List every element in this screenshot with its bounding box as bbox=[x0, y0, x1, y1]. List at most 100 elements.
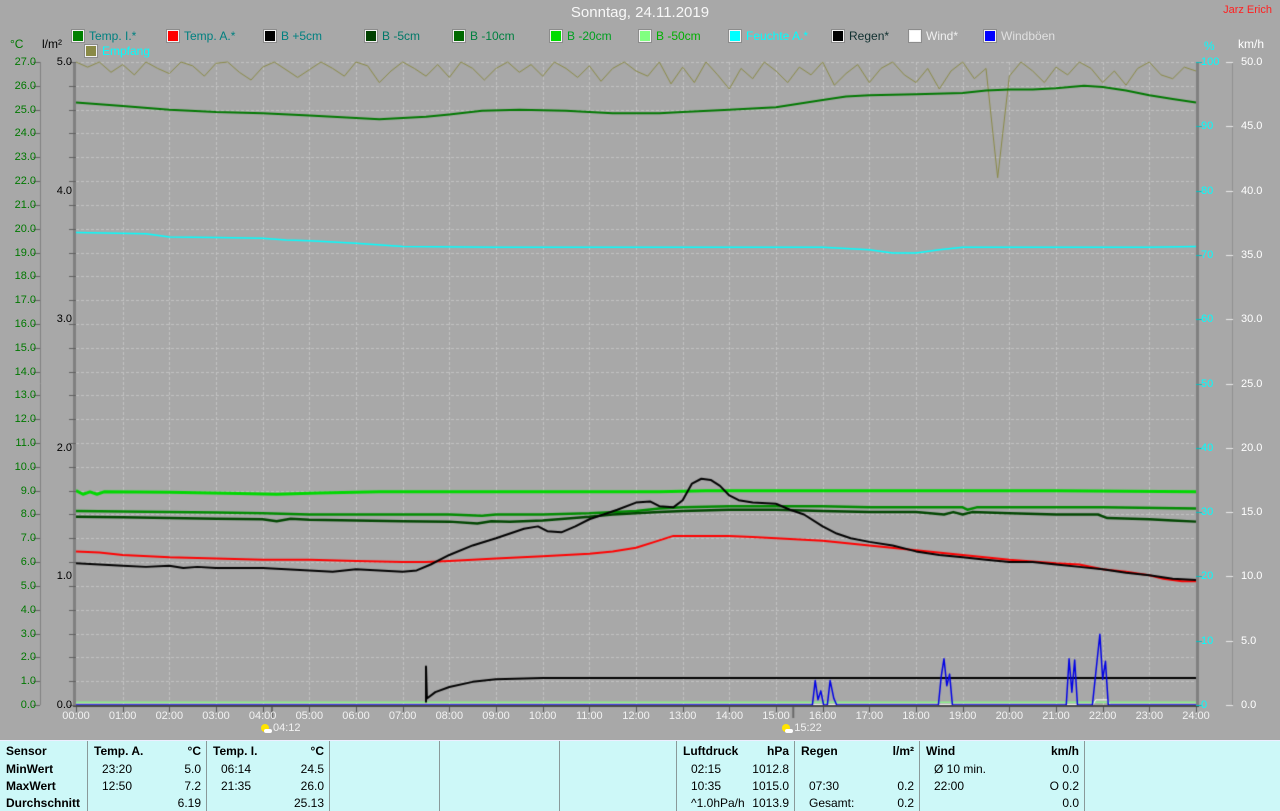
legend-item-label: Temp. A.* bbox=[184, 29, 236, 43]
time-label: 12:00 bbox=[622, 710, 650, 722]
tick-label: 0.0 bbox=[56, 699, 72, 711]
tick-label: 2.0 bbox=[56, 441, 72, 454]
tick-label: 0 bbox=[1201, 699, 1208, 711]
tick-label: 50.0 bbox=[1241, 56, 1263, 68]
legend-swatch-icon bbox=[72, 30, 84, 42]
stats-column-regen: Regen l/m² 07:30 0.2 Gesamt: 0.2 bbox=[795, 741, 920, 811]
legend-item-label: Temp. I.* bbox=[89, 29, 137, 43]
legend-swatch-icon bbox=[365, 30, 377, 42]
stats-cell-value: 1015.0 bbox=[752, 778, 789, 793]
time-label: 15:00 bbox=[762, 710, 790, 722]
stats-row-label: Sensor bbox=[6, 743, 47, 758]
tick-label: 24.0 bbox=[14, 127, 36, 140]
sunset-marker: 15:22 bbox=[781, 722, 822, 734]
weather-chart-canvas bbox=[0, 0, 1280, 740]
stats-cell-value: 24.5 bbox=[300, 761, 324, 776]
tick-label: 23.0 bbox=[14, 151, 36, 164]
tick-label: 1.0 bbox=[20, 675, 36, 688]
tick-label: 20.0 bbox=[14, 222, 36, 235]
legend-item-label: B -50cm bbox=[656, 29, 701, 43]
stats-column-empty bbox=[560, 741, 677, 811]
sunrise-time-label: 04:12 bbox=[273, 722, 301, 734]
tick-label: 25.0 bbox=[1241, 377, 1263, 390]
tick-label: 13.0 bbox=[14, 389, 36, 402]
stats-column-luftdruck: Luftdruck hPa 02:15 1012.8 10:35 1015.0 ^1.0hP… bbox=[677, 741, 795, 811]
stats-cell-time: 12:50 bbox=[102, 778, 133, 793]
sunrise-marker: 04:12 bbox=[260, 722, 301, 734]
sunset-sun-icon bbox=[781, 722, 794, 734]
tick-label: 20 bbox=[1201, 570, 1214, 583]
tick-label: 3.0 bbox=[20, 627, 36, 640]
stats-column-temp-i-: Temp. I. °C 06:14 24.5 21:35 26.0 25.13 bbox=[207, 741, 330, 811]
tick-label: 10.0 bbox=[14, 460, 36, 473]
axis-unit-pct: % bbox=[1204, 39, 1215, 53]
stats-cell-time: 23:20 bbox=[102, 761, 133, 776]
stats-sensor-name: Temp. A. bbox=[94, 743, 144, 758]
tick-label: 80 bbox=[1201, 184, 1214, 197]
stats-sensor-name: Regen bbox=[801, 743, 838, 758]
stats-sensor-name: Temp. I. bbox=[213, 743, 258, 758]
time-label: 21:00 bbox=[1042, 710, 1070, 722]
legend-swatch-icon bbox=[85, 45, 97, 57]
axis-unit-kmh: km/h bbox=[1238, 37, 1265, 51]
tick-label: 7.0 bbox=[20, 532, 36, 545]
tick-label: 26.0 bbox=[14, 79, 36, 92]
stats-cell-time: 02:15 bbox=[691, 761, 722, 776]
tick-label: 60 bbox=[1201, 313, 1214, 326]
tick-label: 0.0 bbox=[1241, 699, 1257, 711]
tick-label: 18.0 bbox=[14, 270, 36, 283]
stats-sensor-unit: hPa bbox=[766, 743, 789, 758]
time-label: 13:00 bbox=[668, 710, 697, 722]
legend-swatch-icon bbox=[729, 30, 741, 42]
stats-cell-value: 1013.9 bbox=[752, 795, 789, 810]
tick-label: 15.0 bbox=[14, 341, 36, 354]
axis-unit-lm2: l/m² bbox=[42, 37, 62, 51]
legend-swatch-icon bbox=[167, 30, 179, 42]
tick-label: 70 bbox=[1201, 248, 1214, 261]
time-label: 23:00 bbox=[1135, 710, 1164, 722]
legend-swatch-icon bbox=[832, 30, 844, 42]
stats-cell-value: 5.0 bbox=[184, 761, 201, 776]
tick-label: 5.0 bbox=[1241, 634, 1257, 647]
stats-cell-value: 0.0 bbox=[1062, 795, 1079, 810]
stats-cell-value: 26.0 bbox=[300, 778, 324, 793]
stats-cell-value: 1012.8 bbox=[752, 761, 789, 776]
tick-label: 40.0 bbox=[1241, 184, 1263, 197]
stats-cell-time: Gesamt: bbox=[809, 795, 855, 810]
stats-sensor-unit: °C bbox=[310, 743, 324, 758]
tick-label: 100 bbox=[1201, 56, 1220, 68]
legend-swatch-icon bbox=[550, 30, 562, 42]
tick-label: 17.0 bbox=[14, 294, 36, 307]
tick-label: 12.0 bbox=[14, 413, 36, 426]
time-label: 02:00 bbox=[155, 710, 184, 722]
stats-cell-value: 0.0 bbox=[1062, 761, 1079, 776]
stats-cell-value: O 0.2 bbox=[1049, 778, 1079, 793]
axis-unit-c: °C bbox=[10, 37, 24, 51]
tick-label: 14.0 bbox=[14, 365, 36, 378]
legend-swatch-icon bbox=[984, 30, 996, 42]
tick-label: 30 bbox=[1201, 506, 1214, 519]
time-label: 00:00 bbox=[62, 710, 90, 722]
tick-label: 22.0 bbox=[14, 175, 36, 188]
tick-label: 15.0 bbox=[1241, 506, 1263, 519]
tick-label: 16.0 bbox=[14, 317, 36, 330]
tick-label: 10 bbox=[1201, 634, 1214, 647]
tick-label: 27.0 bbox=[14, 56, 36, 68]
tick-label: 8.0 bbox=[20, 508, 36, 521]
time-label: 06:00 bbox=[342, 710, 370, 722]
legend-item-label: Feuchte A.* bbox=[746, 29, 809, 43]
tick-label: 19.0 bbox=[14, 246, 36, 259]
tick-label: 0.0 bbox=[20, 699, 36, 711]
stats-sensor-unit: °C bbox=[187, 743, 201, 758]
tick-label: 9.0 bbox=[20, 484, 36, 497]
time-label: 11:00 bbox=[575, 710, 603, 722]
time-label: 07:00 bbox=[388, 710, 417, 722]
legend-item-label: B +5cm bbox=[281, 29, 323, 43]
stats-cell-value: 0.2 bbox=[897, 795, 914, 810]
legend-swatch-icon bbox=[639, 30, 651, 42]
time-label: 05:00 bbox=[295, 710, 324, 722]
legend-item-label: Windböen bbox=[1001, 29, 1056, 43]
stats-cell-value: 25.13 bbox=[293, 795, 324, 810]
stats-cell-time: 07:30 bbox=[809, 778, 840, 793]
stats-cell-value: 7.2 bbox=[184, 778, 201, 793]
